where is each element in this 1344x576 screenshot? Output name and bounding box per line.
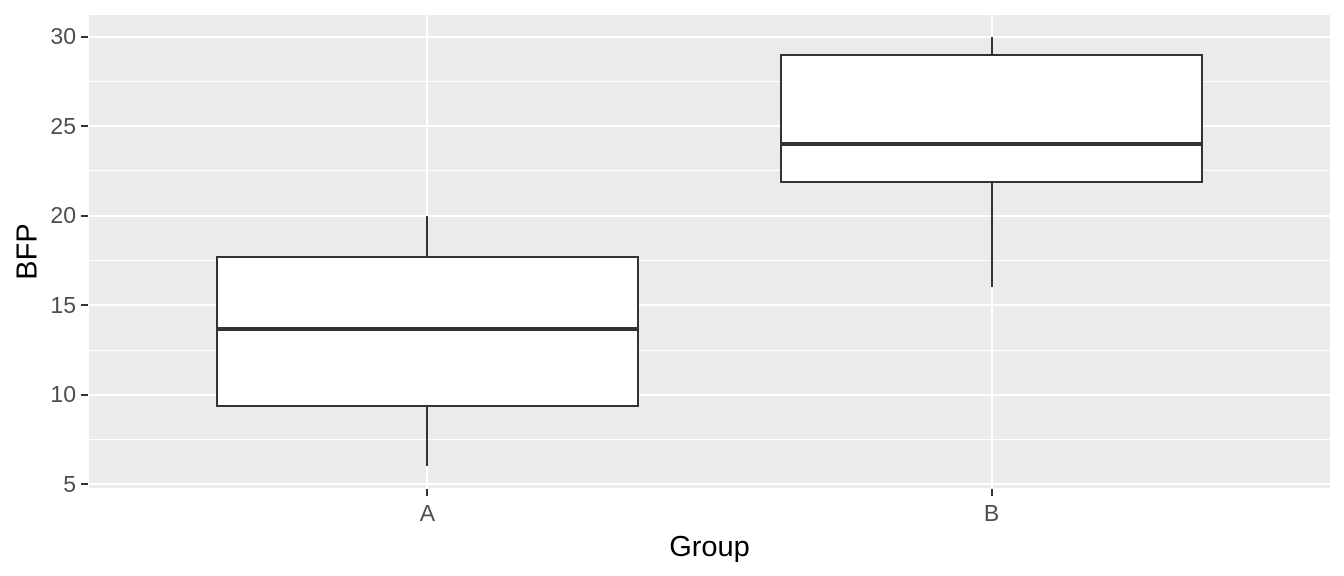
y-tick-label: 20 [50,202,76,229]
x-axis-title: Group [669,531,750,563]
y-tick-mark [81,35,88,38]
y-tick-label: 5 [63,470,76,497]
y-tick-mark [81,214,88,217]
minor-gridline [89,259,1330,261]
x-tick-label: B [983,500,1000,526]
x-tick-mark [426,489,429,496]
x-tick-mark [990,489,993,496]
plot-panel [89,15,1330,488]
x-tick-label: A [419,500,436,526]
y-tick-label: 30 [50,23,76,49]
y-tick-mark [81,483,88,486]
median-line [780,142,1204,146]
y-tick-mark [81,125,88,128]
y-tick-mark [81,393,88,396]
box-iqr[interactable] [215,255,639,408]
y-tick-label: 15 [50,291,76,318]
major-gridline [89,393,1330,396]
major-gridline [89,35,1330,38]
y-axis-title: BFP [11,223,44,280]
major-gridline [89,483,1330,486]
y-tick-label: 10 [50,381,76,408]
y-tick-label: 25 [50,112,76,139]
major-gridline [89,304,1330,307]
minor-gridline [89,170,1330,172]
box-iqr[interactable] [780,54,1204,184]
major-gridline [89,214,1330,217]
minor-gridline [89,439,1330,441]
y-tick-mark [81,304,88,307]
minor-gridline [89,80,1330,82]
median-line [215,327,639,332]
major-gridline [89,125,1330,128]
minor-gridline [89,349,1330,351]
